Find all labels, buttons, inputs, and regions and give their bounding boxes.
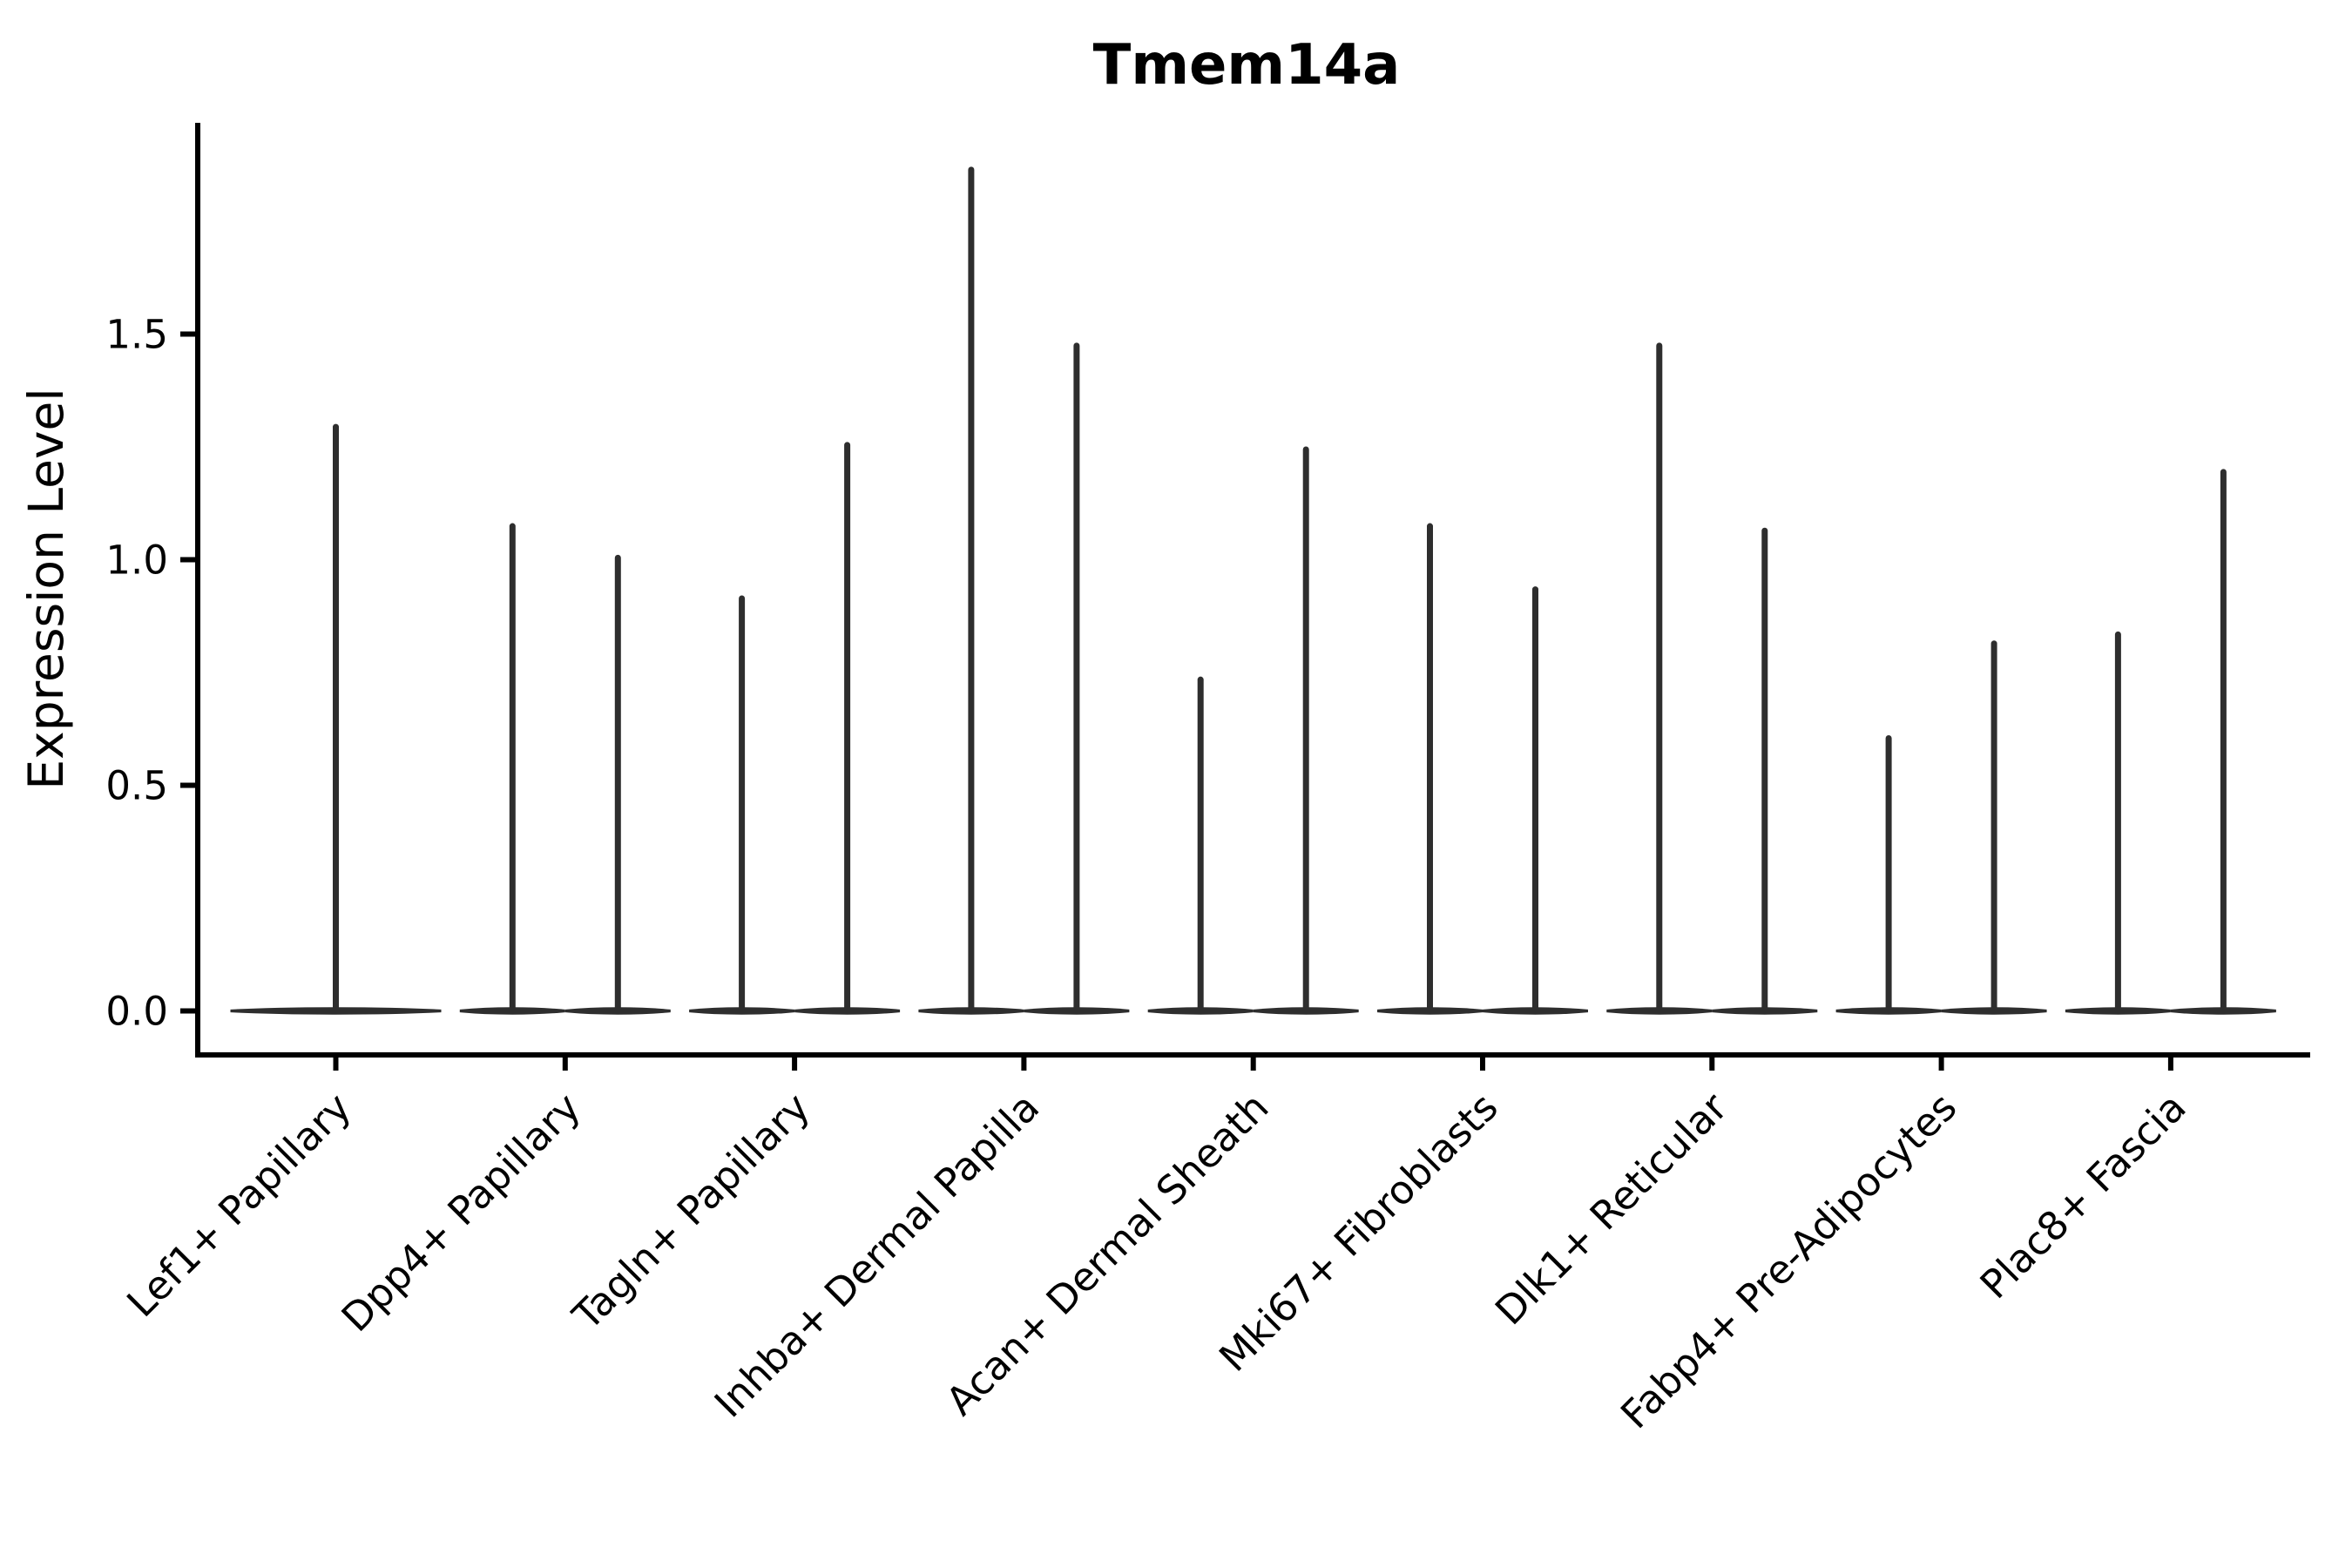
- x-tick-label: Tagln+ Papillary: [564, 1084, 819, 1339]
- violins-group: [230, 166, 2276, 1015]
- violin-category-1: [459, 523, 671, 1015]
- violin-category-8: [2065, 469, 2276, 1015]
- x-tick-label: Dpp4+ Papillary: [333, 1084, 590, 1341]
- y-tick-label: 0.0: [105, 989, 168, 1035]
- y-tick-label: 1.0: [105, 537, 168, 584]
- x-tick-label: Plac8+ Fascia: [1971, 1084, 2195, 1308]
- x-tick-label: Dlk1+ Reticular: [1486, 1084, 1736, 1334]
- y-tick-label: 1.5: [105, 312, 168, 358]
- violin-category-5: [1377, 523, 1588, 1015]
- chart-title: Tmem14a: [1093, 33, 1401, 98]
- y-axis-label: Expression Level: [18, 388, 74, 789]
- violin-category-0: [230, 423, 442, 1015]
- violin-category-7: [1835, 640, 2047, 1015]
- violin-category-4: [1147, 446, 1359, 1015]
- violin-category-3: [918, 166, 1130, 1015]
- violin-category-6: [1606, 342, 1818, 1015]
- violin-category-2: [689, 442, 901, 1015]
- y-tick-label: 0.5: [105, 763, 168, 809]
- x-tick-label: Lef1+ Papillary: [118, 1084, 360, 1326]
